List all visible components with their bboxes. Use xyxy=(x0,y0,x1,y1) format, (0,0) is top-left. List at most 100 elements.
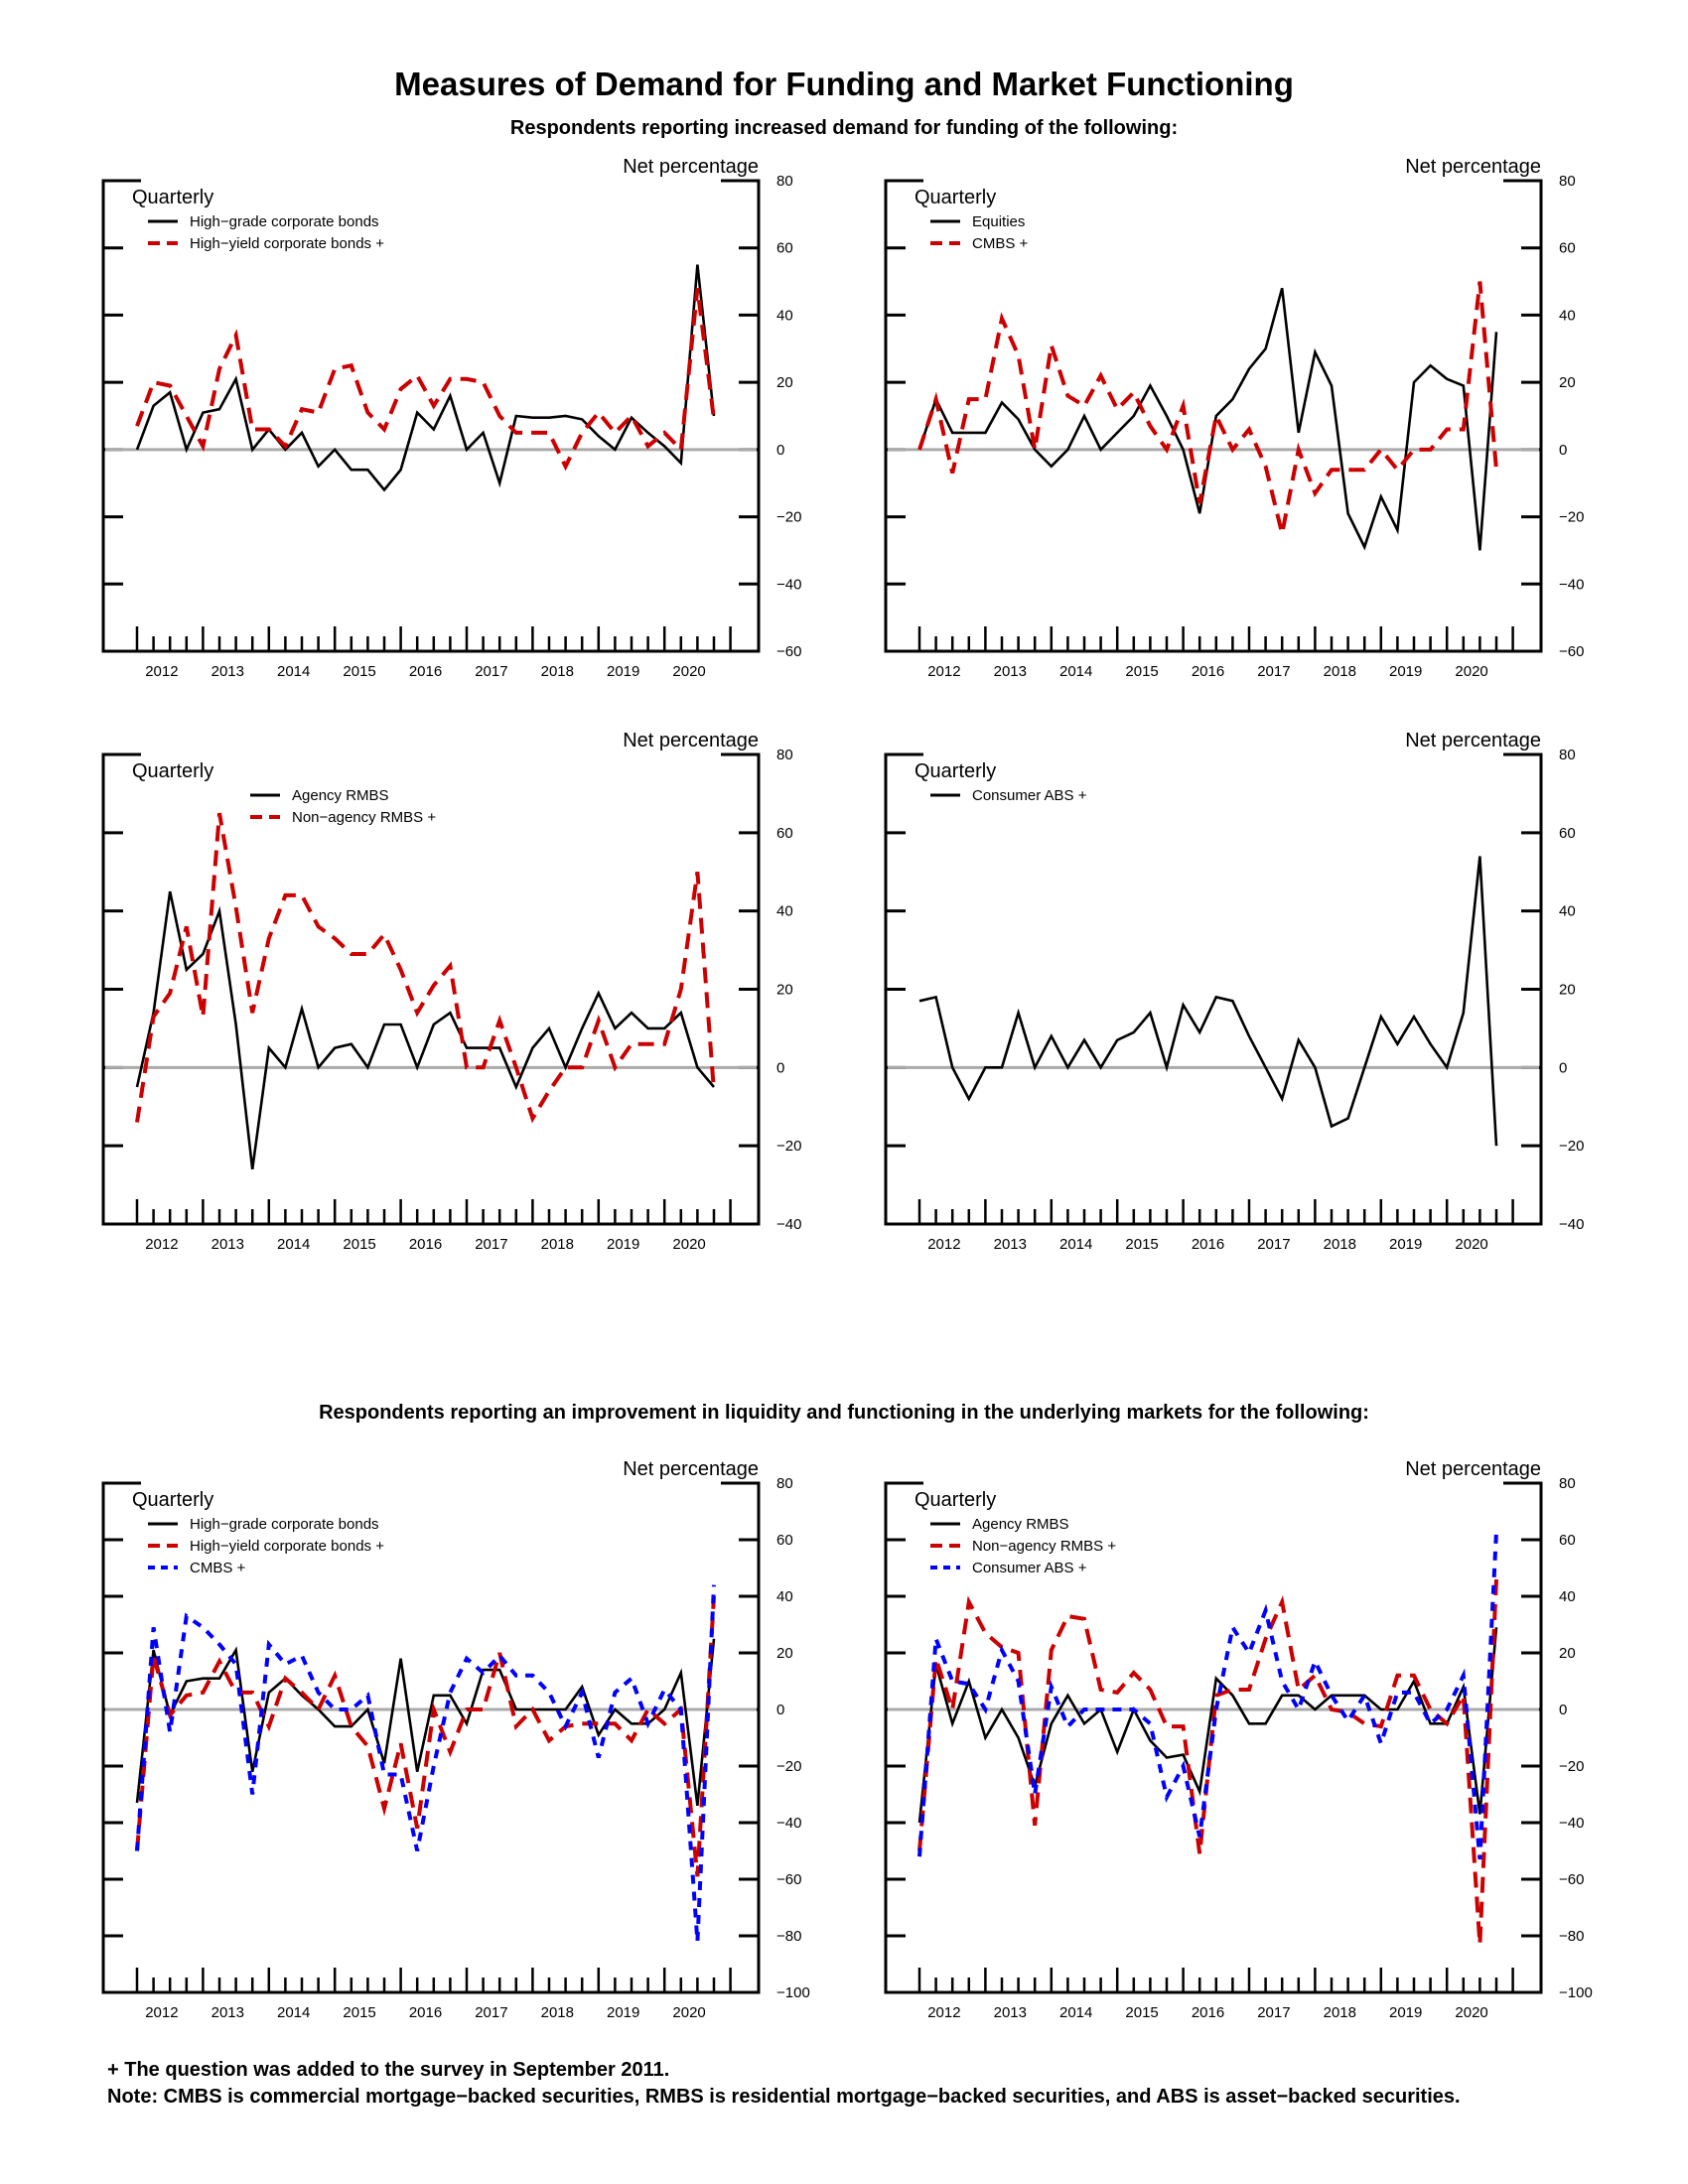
y-tick-label: 0 xyxy=(1559,1059,1567,1076)
y-axis-label: Net percentage xyxy=(1405,156,1541,178)
x-tick-label: 2019 xyxy=(1389,663,1422,680)
chart-panel-6: 80 60 40 20 0 −20 −40 −60 −80 −100 2012 2013 2014 201… xyxy=(884,1458,1593,2021)
legend-label: Non−agency RMBS + xyxy=(292,809,436,826)
page-title: Measures of Demand for Funding and Marke… xyxy=(394,66,1294,102)
x-tick-label: 2018 xyxy=(1324,2004,1356,2021)
y-tick-label: 0 xyxy=(1559,1702,1567,1718)
y-axis-label: Net percentage xyxy=(1405,1458,1541,1480)
x-tick-label: 2012 xyxy=(145,663,178,680)
x-tick-label: 2015 xyxy=(1125,1236,1158,1253)
y-tick-label: 20 xyxy=(1559,982,1576,999)
legend-label: High−yield corporate bonds + xyxy=(190,1538,384,1555)
y-tick-label: 60 xyxy=(1559,1532,1576,1549)
x-tick-label: 2012 xyxy=(927,1236,960,1253)
plot-frame xyxy=(884,752,1543,1226)
x-tick-label: 2016 xyxy=(1192,2004,1224,2021)
y-tick-label: −20 xyxy=(776,509,801,526)
x-tick-label: 2018 xyxy=(1324,663,1356,680)
x-tick-label: 2016 xyxy=(1192,663,1224,680)
y-tick-label: 40 xyxy=(1559,903,1576,920)
y-tick-label: 80 xyxy=(1559,173,1576,190)
y-tick-label: 20 xyxy=(776,1645,793,1662)
y-tick-label: 80 xyxy=(1559,1475,1576,1492)
footnote-abbreviations: Note: CMBS is commercial mortgage−backed… xyxy=(107,2086,1461,2108)
x-tick-label: 2012 xyxy=(145,2004,178,2021)
y-tick-label: −40 xyxy=(776,1216,801,1233)
y-tick-label: −80 xyxy=(776,1928,801,1945)
y-tick-label: 40 xyxy=(1559,307,1576,324)
legend-label: Agency RMBS xyxy=(972,1516,1069,1533)
y-tick-label: 0 xyxy=(1559,442,1567,459)
series-line-3 xyxy=(135,1584,716,1942)
legend-label: Equities xyxy=(972,213,1025,230)
x-tick-label: 2016 xyxy=(409,1236,442,1253)
series-line-1 xyxy=(917,1627,1498,1824)
y-tick-label: −40 xyxy=(776,1815,801,1832)
x-tick-label: 2020 xyxy=(672,1236,705,1253)
x-tick-label: 2020 xyxy=(672,663,705,680)
x-tick-label: 2015 xyxy=(343,663,375,680)
frequency-label: Quarterly xyxy=(132,760,213,782)
x-tick-label: 2013 xyxy=(211,1236,244,1253)
series-line-1 xyxy=(917,287,1498,551)
chart-panel-3: 80 60 40 20 0 −20 −40 2012 2013 2014 2015 2016 2017 2… xyxy=(101,730,801,1253)
y-tick-label: −80 xyxy=(1559,1928,1584,1945)
legend-label: High−grade corporate bonds xyxy=(190,1516,379,1533)
series-line-2 xyxy=(135,812,716,1124)
x-tick-label: 2017 xyxy=(1257,1236,1290,1253)
y-axis-label: Net percentage xyxy=(623,1458,759,1480)
chart-panel-2: 80 60 40 20 0 −20 −40 −60 2012 2013 2014 2015 2016 20… xyxy=(884,156,1584,680)
y-tick-label: 40 xyxy=(1559,1588,1576,1605)
x-tick-label: 2018 xyxy=(1324,1236,1356,1253)
x-tick-label: 2017 xyxy=(1257,2004,1290,2021)
y-tick-label: −60 xyxy=(1559,1871,1584,1888)
y-tick-label: 60 xyxy=(776,240,793,257)
y-tick-label: 20 xyxy=(776,982,793,999)
plot-frame xyxy=(884,1481,1543,1994)
legend-label: CMBS + xyxy=(190,1560,246,1576)
y-tick-label: −40 xyxy=(1559,576,1584,593)
x-tick-label: 2015 xyxy=(1125,2004,1158,2021)
section-subtitle-demand: Respondents reporting increased demand f… xyxy=(509,117,1179,139)
y-tick-label: 0 xyxy=(776,1702,784,1718)
chart-panel-4: 80 60 40 20 0 −20 −40 2012 2013 2014 2015 2016 2017 2… xyxy=(884,730,1584,1253)
series-line-2 xyxy=(917,281,1498,534)
x-tick-label: 2019 xyxy=(607,663,639,680)
y-tick-label: −40 xyxy=(1559,1815,1584,1832)
y-axis-label: Net percentage xyxy=(623,730,759,751)
y-tick-label: −40 xyxy=(776,576,801,593)
y-tick-label: 0 xyxy=(776,442,784,459)
series-line-2 xyxy=(135,288,716,472)
x-tick-label: 2017 xyxy=(475,2004,507,2021)
y-axis-label: Net percentage xyxy=(623,156,759,178)
series-line-1 xyxy=(135,1638,716,1807)
x-tick-label: 2013 xyxy=(994,663,1027,680)
plot-frame xyxy=(101,752,761,1226)
y-tick-label: 80 xyxy=(776,173,793,190)
plot-frame xyxy=(884,179,1543,653)
x-tick-label: 2014 xyxy=(277,2004,310,2021)
y-tick-label: −20 xyxy=(776,1758,801,1775)
series-line-2 xyxy=(135,1595,716,1877)
y-tick-label: −100 xyxy=(1559,1984,1593,2001)
x-tick-label: 2016 xyxy=(409,663,442,680)
x-tick-label: 2020 xyxy=(1455,663,1487,680)
x-tick-label: 2016 xyxy=(409,2004,442,2021)
plot-frame xyxy=(101,179,761,653)
legend-label: Consumer ABS + xyxy=(972,787,1087,804)
frequency-label: Quarterly xyxy=(914,1489,996,1511)
legend-label: Consumer ABS + xyxy=(972,1560,1087,1576)
x-tick-label: 2020 xyxy=(672,2004,705,2021)
x-tick-label: 2013 xyxy=(994,2004,1027,2021)
series-line-1 xyxy=(135,890,715,1169)
y-tick-label: −100 xyxy=(776,1984,810,2001)
chart-panel-1: 80 60 40 20 0 −20 −40 −60 2012 2013 2014 2015 2016 20… xyxy=(101,156,801,680)
legend-label: High−yield corporate bonds + xyxy=(190,235,384,252)
x-tick-label: 2015 xyxy=(1125,663,1158,680)
series-line-1 xyxy=(918,856,1498,1147)
y-tick-label: −40 xyxy=(1559,1216,1584,1233)
x-tick-label: 2019 xyxy=(607,1236,639,1253)
y-tick-label: 40 xyxy=(776,1588,793,1605)
frequency-label: Quarterly xyxy=(914,760,996,782)
legend-label: CMBS + xyxy=(972,235,1029,252)
